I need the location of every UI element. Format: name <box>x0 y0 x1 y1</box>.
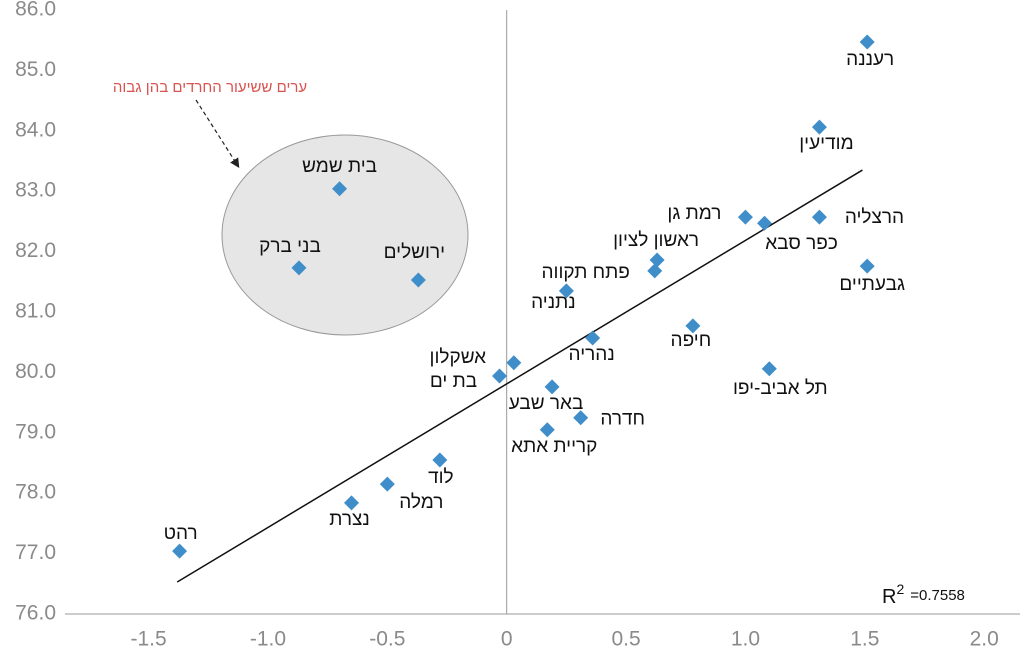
point <box>573 410 589 426</box>
point <box>558 283 574 299</box>
point-label: נצרת <box>329 509 369 530</box>
point <box>291 260 307 276</box>
point <box>585 330 601 346</box>
point <box>757 215 773 231</box>
point-label: בת ים <box>430 371 477 392</box>
x-tick-label: 0.5 <box>611 628 640 651</box>
point <box>811 119 827 135</box>
y-tick-label: 77.0 <box>15 541 56 564</box>
point <box>811 209 827 225</box>
y-tick-label: 80.0 <box>15 360 56 383</box>
point-label: רעננה <box>846 49 894 70</box>
y-tick-label: 82.0 <box>15 239 56 262</box>
point-label: הרצליה <box>845 207 904 228</box>
point-label: קריית אתא <box>511 436 597 457</box>
point <box>539 422 555 438</box>
point-label: חיפה <box>671 330 712 351</box>
y-tick-label: 81.0 <box>15 300 56 323</box>
point-label: נהריה <box>569 344 615 365</box>
point-label: רמת גן <box>667 203 721 224</box>
x-tick-label: 1.0 <box>731 628 760 651</box>
y-tick-label: 79.0 <box>15 420 56 443</box>
point <box>544 379 560 395</box>
point <box>332 181 348 197</box>
x-tick-label: -1.0 <box>250 628 286 651</box>
annotation-arrow <box>195 99 240 169</box>
point-label: מודיעין <box>799 133 853 154</box>
y-tick-label: 86.0 <box>15 0 56 21</box>
point-label: כפר סבא <box>765 233 838 254</box>
point-label: ראשון לציון <box>613 230 699 251</box>
r2-r: R <box>882 586 896 608</box>
r2-value: =0.7558 <box>910 587 965 604</box>
point-label: באר שבע <box>509 393 584 414</box>
x-tick-label: -1.5 <box>130 628 166 651</box>
x-tick-label: 2.0 <box>970 628 999 651</box>
y-tick-label: 78.0 <box>15 481 56 504</box>
x-tick-label: 0 <box>501 628 513 651</box>
point <box>379 476 395 492</box>
point-label: תל אביב-יפו <box>733 378 828 399</box>
point <box>506 355 522 371</box>
point-label: גבעתיים <box>839 274 905 295</box>
point-label: ירושלים <box>384 242 445 263</box>
point <box>649 252 665 268</box>
point <box>859 34 875 50</box>
point-label: חדרה <box>600 409 645 430</box>
point-label: אשקלון <box>430 347 487 368</box>
point <box>344 495 359 511</box>
point <box>859 258 875 274</box>
y-tick-label: 84.0 <box>15 118 56 141</box>
point <box>432 452 448 468</box>
x-tick-label: -0.5 <box>369 628 405 651</box>
annotation: ערים ששיעור החרדים בהן גבוה <box>113 79 307 96</box>
point-label: רמלה <box>399 492 443 513</box>
point-label: בני ברק <box>259 236 321 257</box>
y-tick-label: 85.0 <box>15 58 56 81</box>
point-label: לוד <box>428 467 454 488</box>
point <box>410 272 426 288</box>
point <box>172 543 188 559</box>
point-label: נתניה <box>531 292 576 313</box>
point-label: רהט <box>164 523 198 544</box>
r2-label: R2 =0.7558 <box>882 581 965 609</box>
y-tick-label: 76.0 <box>15 602 56 625</box>
point <box>647 263 663 279</box>
trendline <box>176 169 863 583</box>
point <box>737 209 753 225</box>
highlight-ellipse <box>221 134 469 336</box>
point <box>685 318 701 334</box>
y-tick-label: 83.0 <box>15 179 56 202</box>
r2-sup: 2 <box>896 581 904 597</box>
point <box>761 361 777 377</box>
point <box>492 368 508 384</box>
x-tick-label: 1.5 <box>850 628 879 651</box>
point-label: פתח תקווה <box>542 262 630 283</box>
point-label: בית שמש <box>302 156 377 177</box>
